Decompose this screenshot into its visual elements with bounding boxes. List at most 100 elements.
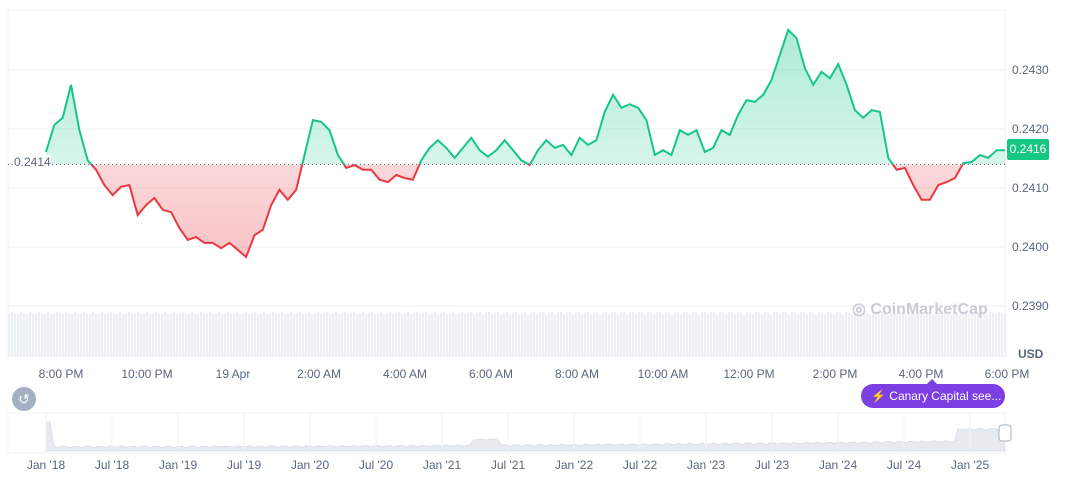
navigator-tick-label: Jul '21 <box>491 458 526 472</box>
price-area-up <box>46 29 1005 165</box>
volume-bar <box>728 312 731 357</box>
navigator-area <box>45 420 1006 452</box>
x-tick-label: 19 Apr <box>216 367 251 381</box>
volume-bar <box>674 312 677 357</box>
volume-bar <box>170 313 173 357</box>
volume-bar <box>767 312 770 357</box>
volume-bar <box>626 314 629 357</box>
volume-bar <box>833 314 836 357</box>
volume-bar <box>404 312 407 357</box>
volume-bar <box>23 313 26 357</box>
volume-bar <box>557 312 560 357</box>
x-tick-label: 4:00 PM <box>899 367 944 381</box>
volume-bar <box>812 312 815 357</box>
volume-bar <box>515 311 518 357</box>
volume-bar <box>341 313 344 357</box>
volume-bar <box>707 314 710 357</box>
volume-bar <box>797 314 800 357</box>
navigator-handle[interactable] <box>998 424 1012 442</box>
volume-bar <box>263 311 266 357</box>
volume-bar <box>257 314 260 357</box>
volume-bar <box>479 311 482 357</box>
volume-bar <box>425 311 428 357</box>
volume-bar <box>785 312 788 357</box>
volume-bar <box>623 312 626 357</box>
volume-bar <box>716 314 719 357</box>
volume-bar <box>392 314 395 357</box>
volume-bar <box>227 311 230 357</box>
volume-bar <box>287 313 290 357</box>
volume-bar <box>722 312 725 357</box>
volume-bar <box>914 314 917 357</box>
volume-bar <box>380 311 383 357</box>
x-tick-label: 10:00 PM <box>121 367 172 381</box>
volume-bar <box>998 311 1001 357</box>
volume-bar <box>518 314 521 357</box>
volume-bar <box>77 313 80 357</box>
news-badge[interactable]: ⚡ Canary Capital see... <box>861 379 1005 408</box>
volume-bar <box>644 314 647 357</box>
volume-bar <box>764 312 767 357</box>
volume-bar <box>356 314 359 357</box>
volume-bar <box>473 314 476 357</box>
volume-bar <box>488 311 491 357</box>
volume-bar <box>461 311 464 357</box>
volume-bar <box>500 314 503 357</box>
volume-bar <box>422 312 425 357</box>
navigator-tick-label: Jan '24 <box>819 458 858 472</box>
volume-bar <box>11 311 14 357</box>
volume-bar <box>98 313 101 357</box>
volume-bar <box>209 311 212 357</box>
volume-bar <box>524 311 527 357</box>
volume-bar <box>20 311 23 357</box>
volume-bar <box>284 314 287 357</box>
volume-bar <box>350 313 353 357</box>
volume-bar <box>920 312 923 357</box>
volume-bar <box>947 313 950 357</box>
volume-bar <box>86 313 89 357</box>
volume-bar <box>677 312 680 357</box>
x-tick-label: 10:00 AM <box>638 367 689 381</box>
currency-label: USD <box>1018 347 1044 361</box>
x-tick-label: 6:00 PM <box>985 367 1030 381</box>
baseline-label: 0.2414 <box>14 155 51 169</box>
volume-bar <box>203 313 206 357</box>
volume-bar <box>965 313 968 357</box>
history-icon[interactable]: ↺ <box>12 387 36 411</box>
volume-bar <box>59 313 62 357</box>
volume-bar <box>977 314 980 357</box>
volume-bar <box>572 314 575 357</box>
volume-bar <box>401 314 404 357</box>
volume-bar <box>926 311 929 357</box>
volume-bar <box>689 314 692 357</box>
volume-bar <box>125 313 128 357</box>
volume-bar <box>974 313 977 357</box>
volume-bar <box>638 312 641 357</box>
volume-bar <box>113 313 116 357</box>
volume-bar <box>854 311 857 357</box>
volume-bar <box>398 311 401 357</box>
volume-bar <box>641 312 644 357</box>
volume-bar <box>134 313 137 357</box>
volume-bar <box>881 311 884 357</box>
volume-bar <box>101 311 104 357</box>
volume-bar <box>299 311 302 357</box>
y-tick-label: 0.2390 <box>1012 299 1049 313</box>
volume-bar <box>617 314 620 357</box>
volume-bar <box>167 313 170 357</box>
volume-bar <box>569 312 572 357</box>
y-tick-label: 0.2410 <box>1012 181 1049 195</box>
volume-bar <box>725 314 728 357</box>
volume-bar <box>656 312 659 357</box>
volume-bar <box>218 311 221 357</box>
volume-bar <box>836 311 839 357</box>
volume-bar <box>14 313 17 357</box>
volume-bar <box>905 314 908 357</box>
volume-bar <box>8 313 11 357</box>
navigator-tick-label: Jul '20 <box>359 458 394 472</box>
volume-bar <box>509 314 512 357</box>
volume-bar <box>311 314 314 357</box>
volume-bar <box>485 312 488 357</box>
volume-bar <box>935 311 938 357</box>
